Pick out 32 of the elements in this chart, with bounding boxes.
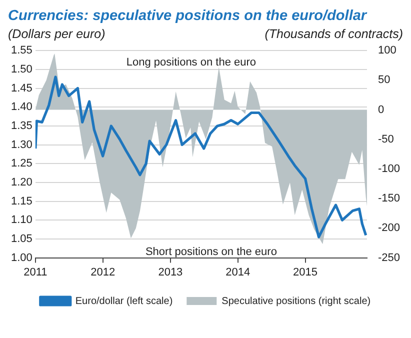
y-tick-label: 1.55 (10, 44, 32, 57)
y2-tick-label: 0 (378, 104, 384, 116)
legend-label: Speculative positions (right scale) (222, 296, 371, 307)
y-axis-title: (Dollars per euro) (8, 27, 106, 41)
y-tick-label: 1.20 (10, 176, 32, 188)
y-tick-label: 1.10 (10, 214, 32, 226)
x-tick-label: 2012 (90, 266, 116, 278)
y2-axis-title: (Thousands of contracts) (264, 27, 403, 41)
y2-tick-label: -250 (378, 252, 400, 264)
y2-tick-label: 100 (378, 44, 396, 57)
annotation: Short positions on the euro (145, 246, 277, 258)
y-tick-label: 1.05 (10, 232, 32, 245)
y-tick-label: 1.45 (10, 82, 32, 94)
y-tick-label: 1.40 (10, 101, 32, 114)
legend-label: Euro/dollar (left scale) (75, 296, 173, 307)
y2-tick-label: -150 (378, 192, 400, 205)
annotation: Long positions on the euro (126, 56, 256, 69)
y-tick-label: 1.30 (10, 138, 32, 151)
x-tick-label: 2015 (293, 266, 318, 278)
y-tick-label: 1.00 (10, 252, 32, 264)
y-tick-label: 1.50 (10, 63, 32, 76)
y-tick-label: 1.25 (10, 158, 32, 170)
y2-tick-label: 50 (378, 74, 390, 86)
y2-tick-label: -100 (378, 163, 400, 176)
chart-title: Currencies: speculative positions on the euro/dollar (8, 8, 368, 24)
x-tick-label: 2011 (24, 266, 48, 278)
y2-tick-label: -200 (378, 222, 400, 234)
x-tick-label: 2014 (226, 266, 250, 278)
x-tick-label: 2013 (158, 266, 183, 278)
y2-tick-label: -50 (378, 133, 394, 146)
y-tick-label: 1.35 (10, 120, 32, 132)
y-tick-label: 1.15 (10, 195, 32, 208)
